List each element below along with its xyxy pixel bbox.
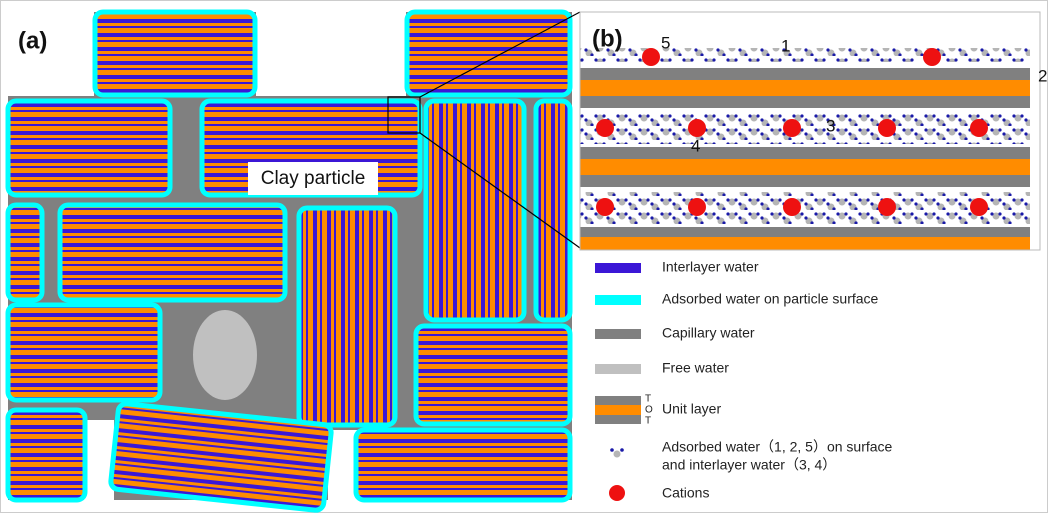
particle bbox=[299, 208, 395, 425]
legend-label: Interlayer water bbox=[662, 259, 759, 275]
swatch bbox=[595, 415, 641, 424]
tetrahedral bbox=[580, 227, 1030, 237]
particle bbox=[8, 410, 85, 500]
octahedral bbox=[580, 80, 1030, 96]
void bbox=[256, 12, 406, 96]
free-water bbox=[193, 310, 257, 400]
site-label: 3 bbox=[826, 116, 835, 135]
site-label: 4 bbox=[691, 136, 700, 155]
cation bbox=[688, 198, 706, 216]
site-label: 2 bbox=[1038, 66, 1047, 85]
cation bbox=[878, 119, 896, 137]
octahedral bbox=[580, 237, 1030, 250]
cation-icon bbox=[609, 485, 625, 501]
cation bbox=[970, 119, 988, 137]
tetrahedral bbox=[580, 175, 1030, 187]
site-label: 5 bbox=[661, 33, 670, 52]
annotation: Clay particle bbox=[261, 168, 366, 189]
panel-label: (a) bbox=[18, 27, 47, 54]
legend-label: Adsorbed water（1, 2, 5）on surface bbox=[662, 439, 893, 455]
particle bbox=[416, 326, 570, 424]
particle bbox=[536, 101, 570, 320]
interlayer-water bbox=[580, 112, 1030, 144]
cation bbox=[783, 198, 801, 216]
legend-label: Free water bbox=[662, 360, 729, 376]
legend-label: and interlayer water（3, 4） bbox=[662, 457, 836, 473]
interlayer-water bbox=[580, 192, 1030, 224]
cation bbox=[688, 119, 706, 137]
particle bbox=[95, 12, 255, 95]
octahedral bbox=[580, 159, 1030, 175]
cation bbox=[970, 198, 988, 216]
cation bbox=[923, 48, 941, 66]
layer-letter: T bbox=[645, 394, 651, 405]
figure: Clay particle (a) bbox=[0, 0, 1048, 513]
swatch bbox=[595, 364, 641, 374]
cation bbox=[878, 198, 896, 216]
cation bbox=[596, 198, 614, 216]
swatch bbox=[595, 405, 641, 415]
tetrahedral bbox=[580, 68, 1030, 80]
layer-letter: T bbox=[645, 416, 651, 427]
panel-label: (b) bbox=[592, 25, 623, 52]
swatch bbox=[595, 263, 641, 273]
particle bbox=[8, 101, 170, 195]
cation bbox=[783, 119, 801, 137]
particle bbox=[407, 12, 570, 95]
swatch bbox=[595, 295, 641, 305]
swatch bbox=[595, 329, 641, 339]
particle bbox=[426, 101, 524, 320]
panel-a: Clay particle (a) bbox=[8, 12, 580, 511]
cation bbox=[642, 48, 660, 66]
void bbox=[84, 420, 114, 500]
particle bbox=[8, 205, 42, 300]
swatch bbox=[595, 396, 641, 405]
particle bbox=[356, 430, 570, 500]
legend-label: Cations bbox=[662, 485, 709, 501]
site-label: 1 bbox=[781, 36, 790, 55]
particle bbox=[60, 205, 285, 300]
legend-label: Unit layer bbox=[662, 401, 721, 417]
tetrahedral bbox=[580, 147, 1030, 159]
legend-label: Capillary water bbox=[662, 325, 755, 341]
legend-label: Adsorbed water on particle surface bbox=[662, 291, 879, 307]
layer-letter: O bbox=[645, 405, 653, 416]
tetrahedral bbox=[580, 96, 1030, 108]
particle bbox=[8, 305, 160, 400]
cation bbox=[596, 119, 614, 137]
